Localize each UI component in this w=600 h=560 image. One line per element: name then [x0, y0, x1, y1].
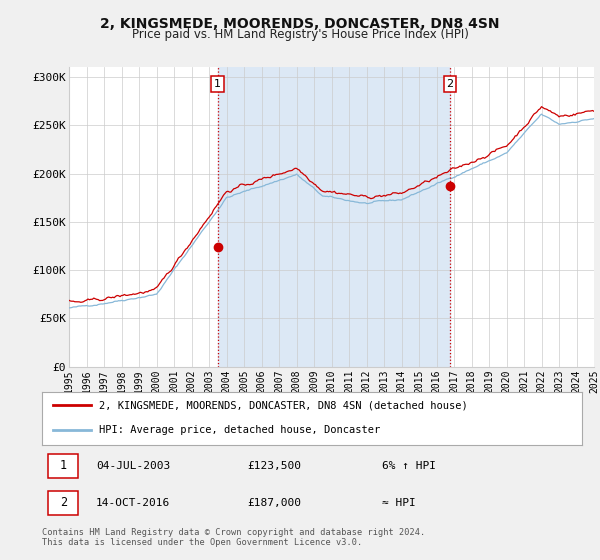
FancyBboxPatch shape — [49, 491, 78, 515]
Text: 04-JUL-2003: 04-JUL-2003 — [96, 461, 170, 471]
Text: Contains HM Land Registry data © Crown copyright and database right 2024.
This d: Contains HM Land Registry data © Crown c… — [42, 528, 425, 547]
Text: 14-OCT-2016: 14-OCT-2016 — [96, 498, 170, 508]
Text: 6% ↑ HPI: 6% ↑ HPI — [382, 461, 436, 471]
FancyBboxPatch shape — [49, 454, 78, 478]
Bar — [218, 67, 450, 367]
Text: HPI: Average price, detached house, Doncaster: HPI: Average price, detached house, Donc… — [98, 425, 380, 435]
Text: £187,000: £187,000 — [247, 498, 301, 508]
Text: 2, KINGSMEDE, MOORENDS, DONCASTER, DN8 4SN: 2, KINGSMEDE, MOORENDS, DONCASTER, DN8 4… — [100, 17, 500, 31]
Text: 2: 2 — [446, 79, 454, 89]
Text: 2: 2 — [60, 496, 67, 510]
Text: ≈ HPI: ≈ HPI — [382, 498, 416, 508]
Text: Price paid vs. HM Land Registry's House Price Index (HPI): Price paid vs. HM Land Registry's House … — [131, 28, 469, 41]
Text: £123,500: £123,500 — [247, 461, 301, 471]
Text: 1: 1 — [214, 79, 221, 89]
Text: 2, KINGSMEDE, MOORENDS, DONCASTER, DN8 4SN (detached house): 2, KINGSMEDE, MOORENDS, DONCASTER, DN8 4… — [98, 400, 467, 410]
Text: 1: 1 — [60, 459, 67, 473]
